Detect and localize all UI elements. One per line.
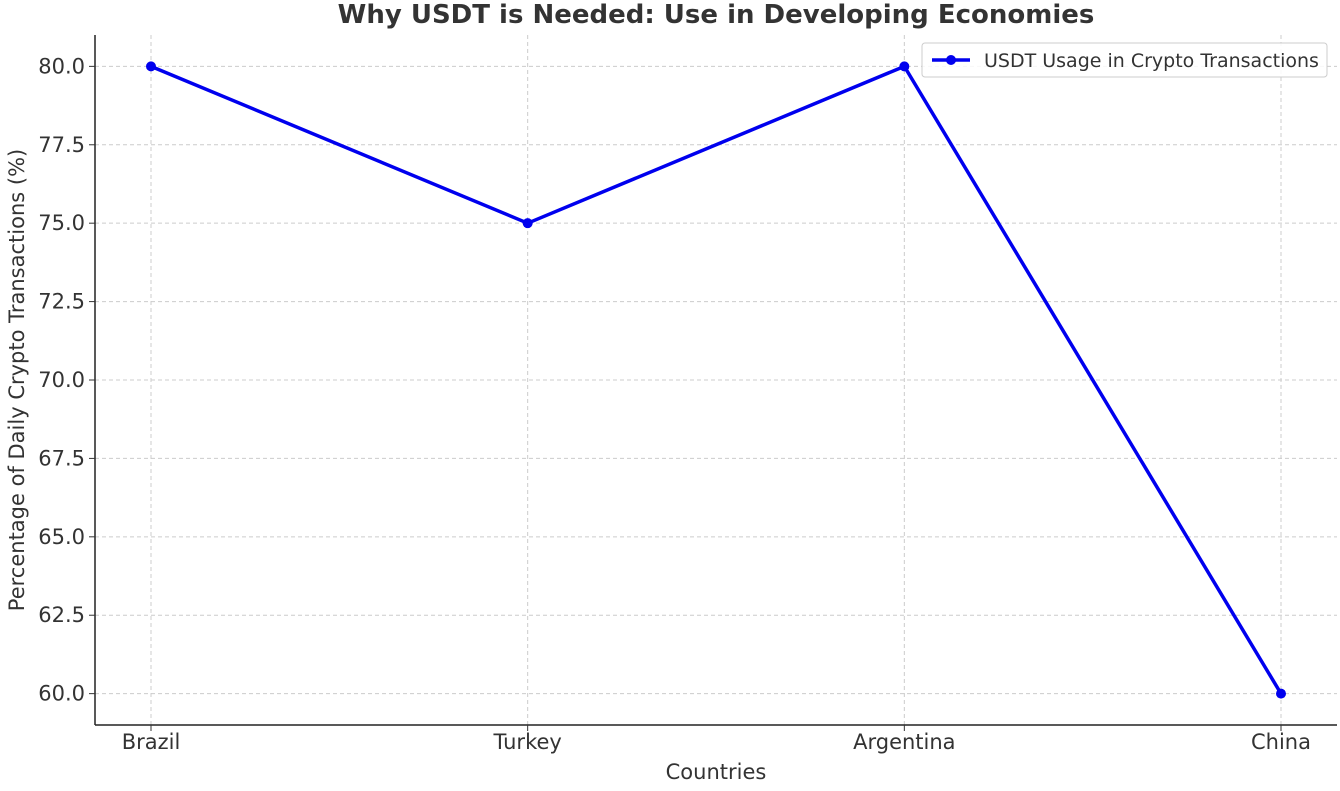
series-line (150, 64, 1283, 695)
x-tick-label: Turkey (492, 730, 561, 754)
y-axis-label: Percentage of Daily Crypto Transactions … (5, 149, 29, 611)
data-point (899, 61, 910, 72)
legend-point-marker (946, 55, 956, 65)
y-tick-label: 80.0 (38, 54, 85, 78)
x-axis-label: Countries (666, 760, 767, 784)
x-tick-label: Brazil (122, 730, 181, 754)
y-tick-label: 62.5 (38, 603, 85, 627)
y-tick-label: 70.0 (38, 368, 85, 392)
y-tick-label: 60.0 (38, 682, 85, 706)
legend-label: USDT Usage in Crypto Transactions (984, 50, 1319, 72)
data-point (1276, 688, 1286, 699)
y-tick-label: 72.5 (38, 290, 85, 314)
y-tick-label: 65.0 (38, 525, 85, 549)
y-tick-label: 77.5 (38, 133, 85, 157)
data-series (146, 61, 1286, 699)
x-tick-label: Argentina (853, 730, 955, 754)
x-axis-ticks: Brazil Turkey Argentina China (122, 725, 1311, 754)
legend: USDT Usage in Crypto Transactions (921, 42, 1328, 78)
axes (94, 35, 1337, 726)
y-tick-label: 67.5 (38, 446, 85, 470)
x-tick-label: China (1251, 730, 1311, 754)
legend-box (921, 42, 1328, 78)
data-point (146, 61, 156, 72)
y-axis-ticks: 60.0 62.5 65.0 67.5 70.0 72.5 75.0 77.5 80.0 (38, 54, 95, 706)
y-tick-label: 75.0 (38, 211, 85, 235)
chart-title: Why USDT is Needed: Use in Developing Ec… (338, 0, 1095, 30)
grid (95, 35, 1337, 725)
data-point (522, 218, 533, 229)
